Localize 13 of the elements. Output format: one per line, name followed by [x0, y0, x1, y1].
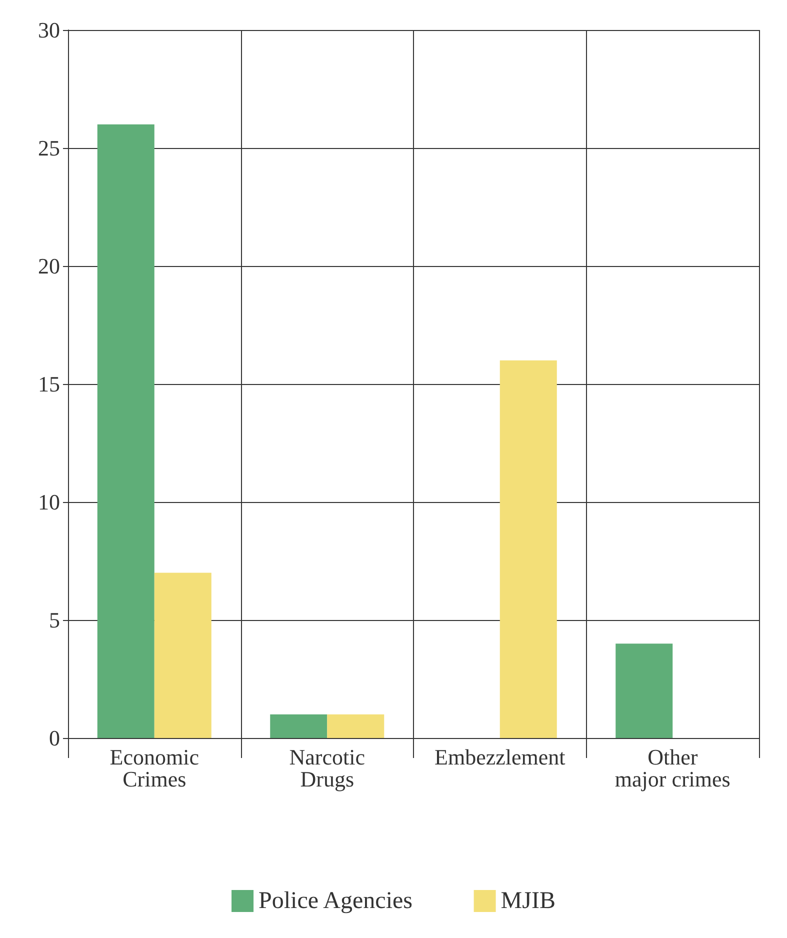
- y-tick-label: 0: [49, 726, 60, 750]
- x-tick-label: Economic Crimes: [110, 744, 200, 792]
- y-tick-label: 5: [49, 608, 60, 632]
- y-tick-label: 20: [38, 254, 60, 278]
- y-tick-label: 25: [38, 136, 60, 160]
- legend-label: MJIB: [500, 888, 556, 914]
- y-tick-label: 10: [38, 490, 60, 514]
- y-tick-label: 30: [38, 18, 60, 42]
- x-tick-label: Narcotic Drugs: [289, 744, 366, 792]
- y-tick-label: 15: [38, 372, 60, 396]
- x-tick-label: Other major crimes: [614, 744, 730, 792]
- legend-label: Police Agencies: [258, 888, 412, 914]
- x-tick-label: Embezzlement: [434, 744, 566, 770]
